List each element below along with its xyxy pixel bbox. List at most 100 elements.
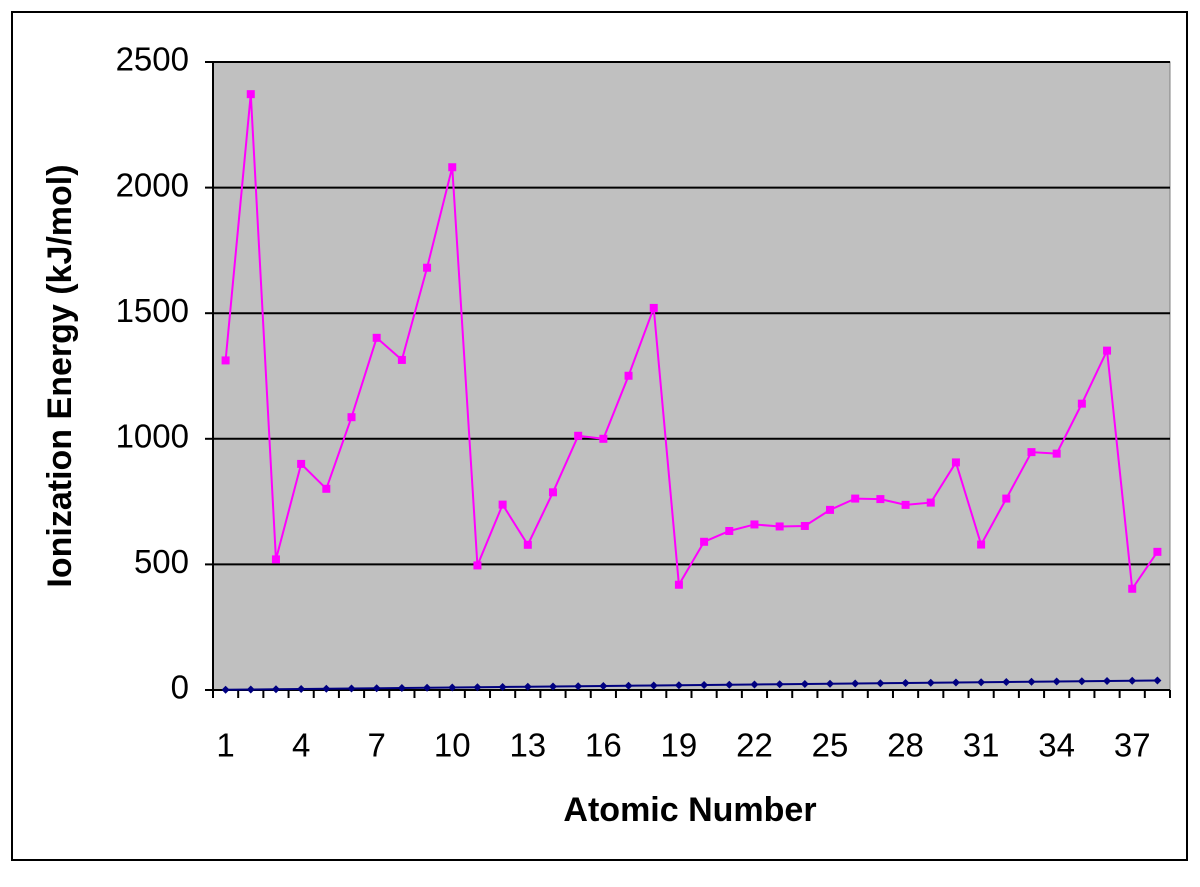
data-point: [876, 495, 885, 504]
data-point: [271, 555, 280, 564]
data-point: [221, 685, 230, 694]
data-point: [599, 434, 608, 443]
data-point: [347, 684, 356, 693]
data-point: [826, 505, 835, 514]
data-point: [271, 685, 280, 694]
x-tick-label: 4: [292, 727, 310, 764]
x-tick-label: 31: [963, 727, 1000, 764]
data-point: [624, 681, 633, 690]
data-point: [498, 682, 507, 691]
data-point: [624, 371, 633, 380]
data-point: [548, 682, 557, 691]
data-point: [926, 678, 935, 687]
data-point: [297, 684, 306, 693]
data-point: [322, 484, 331, 493]
data-point: [473, 683, 482, 692]
y-tick-label: 2000: [116, 166, 189, 203]
x-tick-label: 22: [736, 727, 773, 764]
data-point: [372, 684, 381, 693]
y-tick-label: 1500: [116, 292, 189, 329]
data-point: [448, 683, 457, 692]
data-point: [473, 561, 482, 570]
data-point: [322, 684, 331, 693]
x-tick-label: 19: [661, 727, 698, 764]
data-point: [649, 681, 658, 690]
x-tick-label: 16: [585, 727, 622, 764]
y-tick-label: 500: [134, 543, 189, 580]
data-point: [901, 500, 910, 509]
x-tick-label: 7: [368, 727, 386, 764]
data-point: [1002, 677, 1011, 686]
data-point: [397, 355, 406, 364]
data-point: [423, 263, 432, 272]
plot-area: [212, 61, 1171, 691]
x-tick-label: 34: [1038, 727, 1075, 764]
data-point: [800, 521, 809, 530]
x-tick-label: 13: [509, 727, 546, 764]
data-point: [674, 681, 683, 690]
data-point: [297, 459, 306, 468]
data-point: [523, 682, 532, 691]
series-line: [225, 679, 1158, 691]
data-point: [725, 680, 734, 689]
data-point: [851, 679, 860, 688]
data-point: [1077, 677, 1086, 686]
data-point: [1128, 584, 1137, 593]
data-point: [246, 90, 255, 99]
y-tick-label: 2500: [116, 41, 189, 78]
x-axis-title: Atomic Number: [563, 791, 816, 829]
series-line: [224, 94, 1159, 592]
data-point: [397, 683, 406, 692]
data-point: [1128, 676, 1137, 685]
data-point: [548, 488, 557, 497]
y-tick-label: 1000: [116, 418, 189, 455]
data-point: [750, 520, 759, 529]
data-point: [1002, 494, 1011, 503]
data-point: [725, 526, 734, 535]
data-point: [1027, 677, 1036, 686]
data-point: [1027, 448, 1036, 457]
data-point: [775, 680, 784, 689]
data-point: [800, 679, 809, 688]
data-point: [221, 356, 230, 365]
data-point: [574, 431, 583, 440]
data-point: [700, 537, 709, 546]
data-point: [750, 680, 759, 689]
data-point: [876, 679, 885, 688]
data-point: [574, 682, 583, 691]
data-point: [1103, 346, 1112, 355]
data-point: [498, 500, 507, 509]
data-point: [1153, 676, 1162, 685]
data-point: [599, 681, 608, 690]
data-point: [372, 333, 381, 342]
data-point: [977, 678, 986, 687]
data-point: [1153, 547, 1162, 556]
data-point: [649, 303, 658, 312]
y-tick-label: 0: [171, 669, 189, 706]
data-point: [826, 679, 835, 688]
x-tick-label: 10: [434, 727, 471, 764]
data-point: [951, 458, 960, 467]
data-point: [1077, 399, 1086, 408]
data-point: [775, 522, 784, 531]
data-point: [901, 678, 910, 687]
data-point: [448, 163, 457, 172]
data-point: [523, 540, 532, 549]
x-tick-label: 1: [216, 727, 234, 764]
data-point: [951, 678, 960, 687]
data-point: [347, 413, 356, 422]
data-point: [1103, 676, 1112, 685]
data-point: [1052, 449, 1061, 458]
x-tick-label: 37: [1114, 727, 1151, 764]
data-point: [1052, 677, 1061, 686]
data-point: [851, 494, 860, 503]
data-point: [700, 680, 709, 689]
data-point: [674, 580, 683, 589]
data-point: [246, 685, 255, 694]
data-point: [926, 498, 935, 507]
y-axis-title: Ionization Energy (kJ/mol): [41, 164, 79, 587]
data-point: [977, 540, 986, 549]
x-tick-label: 25: [812, 727, 849, 764]
data-point: [423, 683, 432, 692]
